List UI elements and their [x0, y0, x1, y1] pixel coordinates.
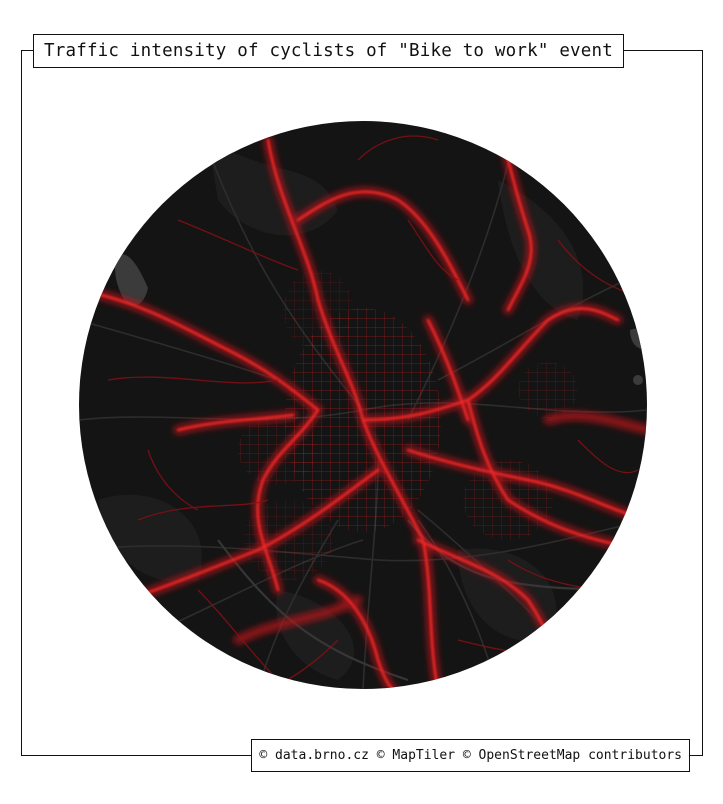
attribution-text: © data.brno.cz © MapTiler © OpenStreetMa… — [259, 748, 682, 763]
attribution-box: © data.brno.cz © MapTiler © OpenStreetMa… — [251, 739, 690, 772]
circular-map[interactable] — [78, 120, 648, 690]
map-title-text: Traffic intensity of cyclists of "Bike t… — [44, 41, 614, 61]
map-title: Traffic intensity of cyclists of "Bike t… — [33, 34, 625, 68]
